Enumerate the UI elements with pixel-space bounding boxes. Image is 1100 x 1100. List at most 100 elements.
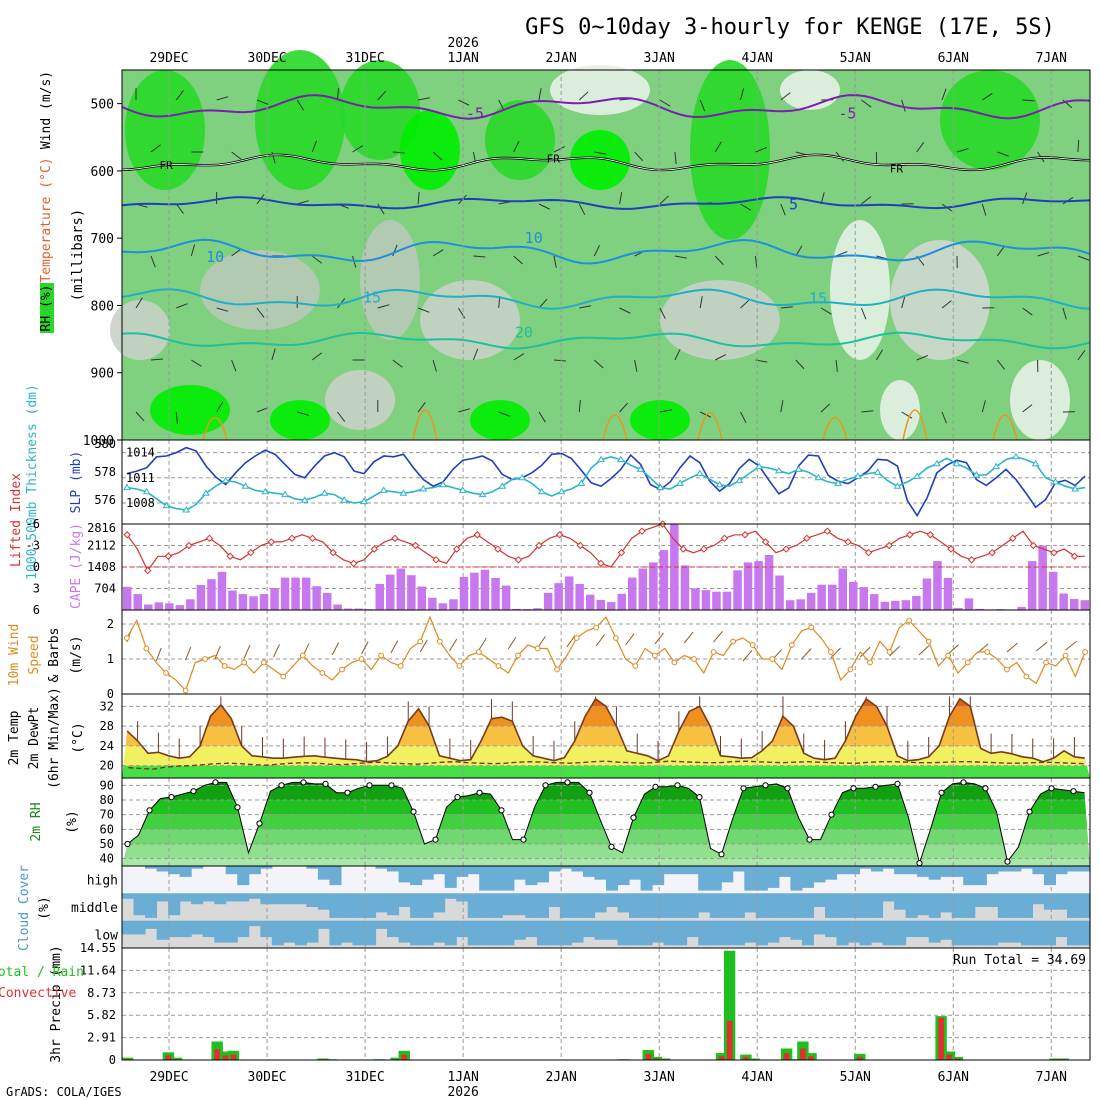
wind-speed-point: [143, 645, 150, 652]
isotherm-label: FR: [890, 163, 904, 176]
rh-region: [110, 300, 170, 360]
wind-barb: [780, 306, 793, 309]
cloud-cell: [145, 893, 158, 918]
cloud-cell: [1009, 893, 1022, 918]
wind-y-label-4: (m/s): [69, 635, 84, 674]
thickness-point: [557, 487, 566, 495]
cloud-cell: [917, 866, 930, 877]
isotherm-label: 10: [206, 248, 224, 266]
wind-speed-point: [221, 663, 228, 669]
time-label-top: 5JAN: [840, 51, 871, 66]
cloud-cell: [317, 866, 330, 880]
cape-bar: [607, 602, 616, 610]
rh-point: [674, 782, 681, 789]
year-label-top: 2026: [447, 36, 478, 51]
wind-barb: [417, 307, 430, 313]
cloud-cell: [398, 866, 411, 883]
cape-bar: [133, 594, 142, 610]
thickness-point: [419, 485, 428, 492]
cape-bar: [291, 577, 300, 610]
li-point: [782, 545, 790, 553]
cloud-cell: [894, 866, 907, 875]
cape-bar: [375, 584, 384, 610]
li-point: [452, 545, 461, 553]
temp-band: [122, 765, 1090, 778]
slp-line: [126, 446, 1086, 518]
rh-point: [828, 811, 835, 818]
li-point: [700, 545, 708, 553]
cape-bar: [1070, 599, 1079, 610]
li-point: [247, 548, 255, 557]
li-point: [370, 545, 379, 553]
wind-barb: [256, 99, 269, 105]
cape-bar: [933, 561, 942, 610]
thickness-point: [478, 490, 487, 498]
time-label-top: 31DEC: [346, 51, 385, 66]
time-label-bottom: 1JAN: [447, 1070, 478, 1085]
li-point: [803, 534, 811, 543]
thickness-point: [241, 482, 250, 489]
cloud-cell: [306, 866, 319, 869]
li-tick-label: -6: [26, 517, 40, 531]
wind-barb: [634, 359, 638, 372]
wind-speed-point: [378, 652, 385, 659]
cloud-cell: [1055, 866, 1068, 875]
rh-point: [256, 820, 263, 827]
cloud-cell: [248, 893, 261, 899]
cloud-cell: [686, 920, 699, 938]
cloud-cell: [629, 920, 642, 946]
cloud-cell: [1055, 920, 1068, 938]
cloud-cell: [317, 920, 330, 929]
li-point: [967, 556, 976, 564]
wind-barb: [553, 146, 565, 153]
cloud-cell: [732, 920, 745, 946]
wind-barb: [861, 99, 872, 108]
rh-unit-label: (%): [65, 810, 80, 833]
rh-point: [520, 836, 527, 843]
wind-barb: [377, 90, 387, 101]
cloud-cell: [456, 893, 469, 902]
cloud-cell: [317, 893, 330, 910]
wind-barb-10m: [742, 650, 753, 662]
cloud-cell: [698, 920, 711, 946]
wind-speed-point: [202, 656, 209, 662]
cape-bar: [575, 584, 584, 610]
cloud-cell: [260, 893, 273, 905]
cloud-cell: [410, 920, 423, 946]
wind-barb: [996, 359, 1006, 370]
cloud-cell: [963, 893, 976, 918]
cape-bar: [691, 588, 700, 610]
wind-barb: [457, 307, 466, 319]
cloud-cell: [1032, 893, 1045, 905]
li-point: [741, 531, 749, 539]
cape-bar: [617, 593, 626, 610]
wind-barb: [875, 349, 884, 361]
cloud-cell: [225, 893, 238, 902]
cape-bar: [470, 572, 479, 610]
slp-tick-label: 1008: [126, 496, 155, 510]
cape-bar: [680, 565, 690, 610]
temp-tick-label: 28: [100, 719, 114, 733]
precip-legend-conv: Convective: [0, 986, 76, 1001]
wind-tick-label: 1: [107, 652, 114, 666]
thickness-point: [577, 479, 586, 486]
wind-barb: [593, 359, 604, 369]
wind-barb: [513, 353, 525, 361]
cloud-cell: [813, 893, 826, 907]
cloud-row-label: high: [87, 874, 118, 889]
rh-region: [270, 400, 330, 440]
cloud-cell: [179, 866, 192, 877]
cloud-cell: [536, 866, 549, 883]
cloud-cell: [606, 893, 619, 907]
cloud-cell: [133, 920, 146, 935]
li-point: [864, 548, 873, 557]
rh-point: [322, 780, 329, 788]
wind-barb: [418, 97, 430, 101]
wind-speed-point: [241, 659, 248, 666]
wind-barb: [352, 255, 357, 268]
wind-barb: [619, 192, 623, 205]
precip-conv-bar: [645, 1053, 652, 1060]
wind-barb: [699, 99, 706, 112]
cloud-cell: [974, 866, 987, 886]
wind-barb: [311, 352, 323, 361]
